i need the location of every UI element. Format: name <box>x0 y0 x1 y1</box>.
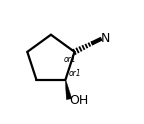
Text: or1: or1 <box>63 55 76 64</box>
Text: N: N <box>101 32 110 45</box>
Text: OH: OH <box>70 94 89 107</box>
Text: or1: or1 <box>69 69 81 78</box>
Polygon shape <box>65 79 72 100</box>
